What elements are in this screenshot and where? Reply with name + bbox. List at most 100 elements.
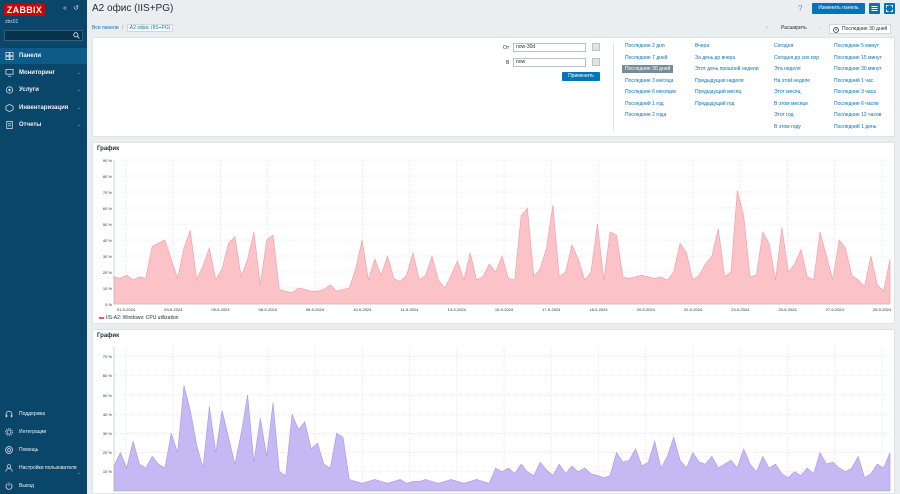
timeframe-tab[interactable]: Последние 30 дней: [829, 24, 892, 34]
menu-button[interactable]: [869, 3, 880, 14]
footer-support[interactable]: Поддержка: [0, 407, 87, 421]
quick-range-link[interactable]: Вчера: [695, 43, 710, 49]
kiosk-mode-button[interactable]: [884, 3, 895, 14]
nav-services[interactable]: Услуги ⌄: [0, 82, 87, 98]
footer-label: Выход: [19, 483, 34, 489]
widget-title: График: [97, 146, 120, 152]
x-tick-label: 13-9-2024: [447, 307, 466, 312]
clock-icon: [833, 26, 839, 33]
quick-range-link[interactable]: Эта неделя: [774, 66, 801, 72]
quick-range-link[interactable]: В этом году: [774, 123, 801, 130]
footer-label: Помощь: [19, 447, 39, 453]
x-tick-label: 25-9-2024: [778, 307, 797, 312]
chevron-down-icon: ⌄: [76, 70, 81, 76]
x-tick-label: 15-9-2024: [494, 307, 514, 312]
quick-range-link[interactable]: Этот день прошлой недели: [695, 66, 759, 72]
nav-reports[interactable]: Отчеты ⌄: [0, 117, 87, 133]
y-tick-label: 60 %: [102, 205, 112, 211]
breadcrumb-current[interactable]: A2 офис (IIS+PG): [126, 24, 174, 32]
fullscreen-icon: [886, 5, 893, 12]
quick-range-link[interactable]: Сегодня до сих пор: [774, 54, 820, 61]
x-tick-label: 22-9-2024: [683, 307, 703, 312]
quick-range-link[interactable]: Последние 30 дней: [622, 65, 674, 73]
quick-range-link[interactable]: Последние 3 часа: [834, 89, 876, 95]
quick-range-link[interactable]: Этот месяц: [774, 89, 801, 95]
main-content: A2 офис (IIS+PG) ? Изменить панель Все п…: [87, 0, 900, 494]
x-tick-label: 11-9-2024: [400, 307, 419, 312]
footer-label: Поддержка: [19, 411, 46, 417]
quick-range-link[interactable]: Последние 2 дня: [625, 43, 665, 49]
sidebar-search-input[interactable]: [4, 30, 83, 41]
nav-label: Услуги: [19, 87, 39, 93]
footer-help[interactable]: Помощь: [0, 443, 87, 457]
y-tick-label: 60 %: [102, 373, 112, 379]
footer-label: Настройки пользователя: [19, 465, 77, 471]
x-tick-label: 03-9-2024: [164, 307, 183, 312]
quick-range-link[interactable]: В этом месяце: [774, 100, 809, 107]
sidebar: ZABBIX « ↺ zbx01 Панели Мониторинг ⌄ Усл…: [0, 0, 87, 494]
breadcrumb: Все панели / A2 офис (IIS+PG): [92, 24, 174, 33]
footer-user-settings[interactable]: Настройки пользователя ⌄: [0, 461, 87, 476]
quick-range-link[interactable]: На этой неделе: [774, 77, 811, 84]
quick-range-link[interactable]: За день до вчера: [695, 54, 736, 61]
quick-range-link[interactable]: Предыдущий месяц: [695, 89, 742, 95]
time-filter-panel: От now-30d В now Применить Последние 2 д…: [92, 37, 895, 137]
sidebar-mode-icon[interactable]: ↺: [73, 5, 79, 12]
quick-range-link[interactable]: Сегодня: [774, 43, 794, 49]
quick-range-link[interactable]: Этот год: [774, 112, 794, 118]
apply-button[interactable]: Применить: [562, 72, 600, 81]
prev-period-icon[interactable]: ‹: [766, 25, 768, 31]
from-input[interactable]: now-30d: [513, 43, 586, 52]
to-label: В: [506, 60, 510, 66]
footer-integrations[interactable]: Интеграции: [0, 425, 87, 439]
x-tick-label: 17-9-2024: [542, 307, 561, 312]
quick-range-link[interactable]: Последние 30 минут: [834, 66, 882, 72]
quick-range-link[interactable]: Последние 3 месяца: [625, 77, 674, 84]
quick-range-link[interactable]: Последний 1 день: [834, 123, 877, 130]
x-tick-label: 10-9-2024: [353, 307, 372, 312]
quick-range-link[interactable]: Последние 5 минут: [834, 43, 880, 49]
chart-axis: [113, 347, 890, 492]
chevron-down-icon: ⌄: [76, 122, 81, 128]
y-tick-label: 70 %: [102, 189, 112, 195]
y-tick-label: 50 %: [102, 221, 112, 227]
chart-svg: [113, 159, 891, 305]
calendar-icon[interactable]: [592, 58, 600, 66]
quick-range-link[interactable]: Последние 7 дней: [625, 54, 668, 61]
x-tick-label: 27-9-2024: [825, 307, 844, 312]
quick-range-link[interactable]: Последний 1 год: [625, 100, 664, 107]
series-area: [113, 190, 891, 305]
quick-range-link[interactable]: Последний 1 час: [834, 77, 874, 84]
x-tick-label: 01-9-2024: [116, 307, 136, 312]
breadcrumb-root[interactable]: Все панели: [92, 25, 119, 31]
x-tick-label: 08-9-2024: [305, 307, 325, 312]
nav-dashboards[interactable]: Панели: [0, 48, 87, 64]
services-icon: [5, 86, 14, 94]
quick-range-link[interactable]: Предыдущий год: [695, 100, 735, 107]
help-icon: [5, 446, 13, 454]
next-period-icon[interactable]: ›: [819, 25, 821, 31]
headset-icon: [5, 410, 13, 418]
to-input[interactable]: now: [513, 58, 586, 67]
quick-range-link[interactable]: Последние 15 минут: [834, 54, 882, 61]
nav-inventory[interactable]: Инвентаризация ⌄: [0, 100, 87, 116]
calendar-icon[interactable]: [592, 43, 600, 51]
nav-monitoring[interactable]: Мониторинг ⌄: [0, 65, 87, 81]
help-icon[interactable]: ?: [798, 4, 803, 13]
zabbix-logo[interactable]: ZABBIX: [4, 4, 45, 16]
quick-range-link[interactable]: Последние 6 месяцев: [625, 89, 676, 95]
legend-swatch: [99, 316, 104, 319]
quick-range-link[interactable]: Последние 2 года: [625, 112, 667, 118]
chart-legend: IIS-A2: Windows: CPU utilization: [99, 315, 179, 321]
quick-range-link[interactable]: Предыдущая неделя: [695, 77, 744, 84]
x-tick-label: 29-9-2024: [872, 307, 892, 312]
reports-icon: [6, 121, 13, 129]
zoom-out-button[interactable]: Расширить: [781, 25, 807, 31]
quick-range-link[interactable]: Последние 6 часов: [834, 100, 879, 107]
quick-range-link[interactable]: Последние 12 часов: [834, 112, 882, 118]
collapse-sidebar-icon[interactable]: «: [63, 5, 67, 12]
nav-label: Отчеты: [19, 122, 42, 128]
edit-dashboard-button[interactable]: Изменить панель: [812, 3, 865, 14]
footer-logout[interactable]: Выход: [0, 479, 87, 493]
breadcrumb-separator: /: [121, 25, 124, 31]
